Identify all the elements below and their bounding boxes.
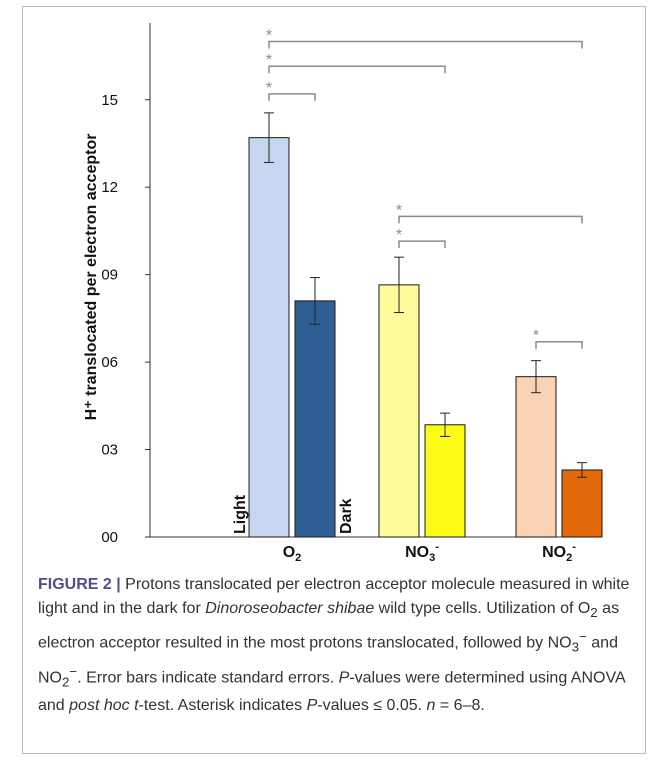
y-tick-label: 12 — [101, 179, 118, 196]
significance-asterisk: * — [396, 202, 402, 219]
y-tick-label: 00 — [101, 529, 118, 546]
significance-asterisk: * — [266, 80, 272, 97]
bar-light — [248, 137, 290, 538]
subscript: 2 — [62, 674, 70, 690]
y-tick-label: 03 — [101, 442, 118, 459]
bar-dark — [424, 424, 466, 538]
significance-bracket — [535, 340, 583, 349]
significance-asterisk: * — [266, 52, 272, 69]
caption-text: = 6–8. — [435, 697, 485, 715]
figure-frame — [22, 6, 646, 754]
caption-text: Protons translocated per electron accept… — [38, 576, 630, 617]
significance-bracket — [398, 215, 583, 224]
category-label: O2 — [283, 544, 302, 564]
significance-bracket — [268, 40, 583, 49]
caption-text: -values were determined using ANOVA and — [38, 669, 625, 715]
caption-text: as electron acceptor resulted in the mos… — [38, 600, 620, 652]
figure-caption: FIGURE 2 | Protons translocated per elec… — [38, 573, 644, 718]
subscript: 3 — [571, 639, 580, 655]
bar-light — [378, 284, 420, 538]
bar-chart: 00 03 06 09 12 15 H⁺ translocated per electron… — [83, 22, 603, 564]
bar-light — [515, 376, 557, 538]
p-symbol: P — [306, 697, 318, 715]
y-tick-label: 09 — [101, 267, 118, 284]
significance-bracket — [268, 93, 316, 101]
caption-text: -test. Asterisk indicates — [138, 697, 307, 715]
series-label-dark: Dark — [338, 498, 355, 534]
figure-label: FIGURE 2 — [38, 576, 112, 593]
caption-text: -values ≤ 0.05. — [317, 697, 427, 715]
post-hoc-text: post hoc t — [69, 697, 139, 715]
n-symbol: n — [426, 697, 436, 715]
y-tick-label: 06 — [101, 354, 118, 371]
category-label: NO2- — [542, 541, 576, 564]
y-axis-title: H⁺ translocated per electron acceptor — [83, 134, 100, 421]
caption-separator: | — [116, 576, 121, 593]
category-label: NO3- — [405, 541, 439, 564]
superscript: − — [69, 663, 78, 679]
caption-text: and NO — [38, 634, 618, 687]
y-tick-label: 15 — [101, 92, 118, 109]
caption-text: . Error bars indicate standard errors. — [77, 669, 339, 687]
subscript: 2 — [590, 605, 598, 621]
significance-bracket — [268, 65, 446, 74]
significance-bracket — [398, 240, 446, 249]
significance-asterisk: * — [266, 27, 272, 44]
species-name: Dinoroseobacter shibae — [205, 600, 375, 617]
series-label-light: Light — [232, 494, 249, 534]
significance-asterisk: * — [533, 328, 539, 345]
bar-dark — [294, 300, 336, 538]
significance-asterisk: * — [396, 227, 402, 244]
caption-text: wild type cells. Utilization of O — [374, 600, 591, 617]
bar-dark — [561, 469, 603, 538]
superscript: − — [579, 629, 587, 645]
p-symbol: P — [338, 669, 350, 687]
